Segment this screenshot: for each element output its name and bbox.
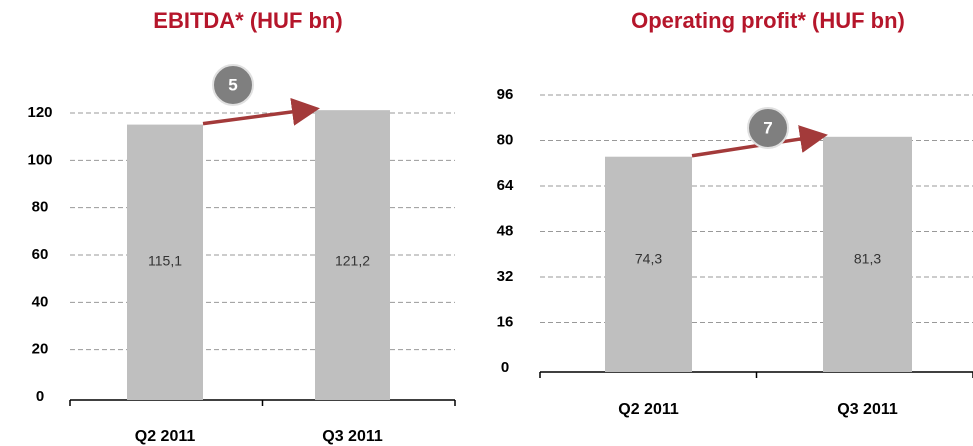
y-tick-label: 120	[27, 104, 52, 121]
trend-arrow	[691, 125, 828, 158]
value-label: 121,2	[335, 253, 370, 269]
value-label: 74,3	[635, 251, 662, 267]
y-tick-label: 96	[497, 86, 514, 103]
annotation-badge	[212, 64, 254, 106]
y-tick-label: 40	[32, 293, 49, 310]
x-tick-label: Q3 2011	[837, 401, 898, 418]
x-tick-label: Q3 2011	[322, 428, 383, 445]
y-tick-label: 0	[501, 359, 509, 376]
annotation: 5	[228, 75, 237, 94]
bar	[605, 156, 692, 372]
y-tick-label: 64	[497, 177, 514, 194]
y-tick-label: 20	[32, 341, 49, 358]
y-tick-label: 16	[497, 313, 514, 330]
trend-arrow	[202, 98, 320, 126]
y-tick-label: 48	[497, 222, 514, 239]
bar	[823, 136, 912, 372]
bar	[127, 124, 203, 400]
y-tick-label: 32	[497, 268, 514, 285]
value-label: 81,3	[854, 251, 881, 267]
annotation: 7	[763, 118, 772, 137]
value-label: 115,1	[148, 253, 182, 269]
y-tick-label: 100	[27, 151, 52, 168]
x-tick-label: Q2 2011	[135, 428, 196, 445]
y-tick-label: 80	[32, 199, 49, 216]
y-tick-label: 80	[497, 131, 514, 148]
y-tick-label: 60	[32, 246, 49, 263]
x-tick-label: Q2 2011	[618, 401, 679, 418]
bar	[315, 110, 390, 400]
y-tick-label: 0	[36, 388, 44, 405]
annotation-badge	[747, 107, 789, 149]
chart-title: Operating profit* (HUF bn)	[631, 8, 905, 33]
chart-title: EBITDA* (HUF bn)	[153, 8, 342, 33]
